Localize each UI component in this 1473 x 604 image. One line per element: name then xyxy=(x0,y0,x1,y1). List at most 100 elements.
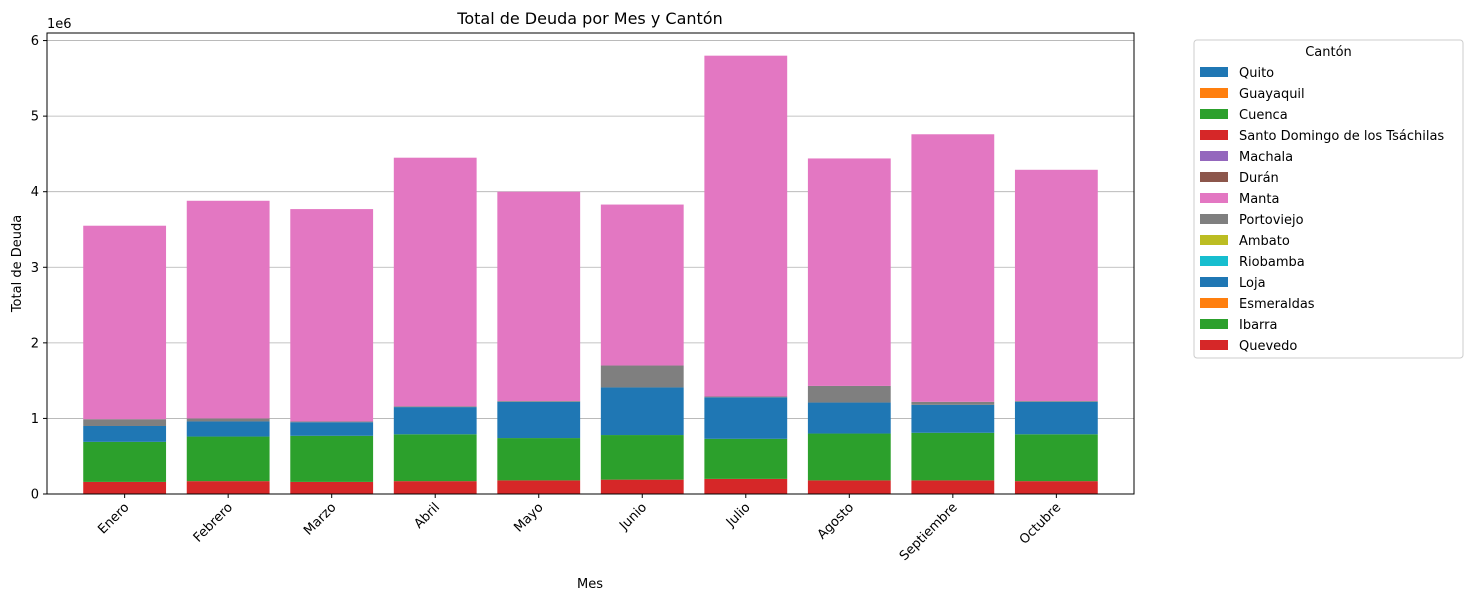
bar-segment-ibarra xyxy=(807,433,891,481)
bar-segment-loja xyxy=(497,401,581,439)
y-tick-label: 5 xyxy=(31,110,39,125)
plot-frame xyxy=(46,32,1135,495)
bar-segment-portoviejo xyxy=(600,365,684,388)
y-tick-label: 1 xyxy=(31,412,39,427)
legend-swatch xyxy=(1200,319,1228,329)
bar-segment-manta xyxy=(393,157,477,407)
y-tick-label: 4 xyxy=(31,185,39,200)
bar-segment-manta xyxy=(186,200,270,419)
legend-label: Manta xyxy=(1239,192,1280,207)
legend-swatch xyxy=(1200,67,1228,77)
legend-label: Cuenca xyxy=(1239,108,1288,123)
bar-segment-quevedo xyxy=(704,478,788,494)
legend-title: Cantón xyxy=(1305,45,1352,60)
legend-swatch xyxy=(1200,109,1228,119)
y-axis-ticks: 0 1 2 3 4 5 6 xyxy=(31,34,47,503)
bar-segment-manta xyxy=(704,55,788,397)
y-tick-label: 2 xyxy=(31,336,39,351)
bar-segment-quevedo xyxy=(393,481,477,494)
bar-segment-manta xyxy=(600,204,684,366)
bar-segment-quevedo xyxy=(807,480,891,494)
legend-swatch xyxy=(1200,214,1228,224)
bar-segment-loja xyxy=(704,397,788,439)
x-tick-label: Julio xyxy=(723,500,754,531)
bar-segment-loja xyxy=(186,421,270,437)
bar-segment-loja xyxy=(1014,401,1098,435)
x-tick-label: Agosto xyxy=(815,500,857,542)
x-tick-label: Junio xyxy=(616,500,650,534)
legend: Cantón Quito Guayaquil Cuenca Santo Domingo… xyxy=(1193,39,1464,359)
legend-swatch xyxy=(1200,151,1228,161)
y-tick-label: 6 xyxy=(31,34,39,49)
bar-segment-ibarra xyxy=(83,441,167,482)
bar-segment-quevedo xyxy=(600,479,684,494)
bar-segment-portoviejo xyxy=(393,406,477,408)
legend-swatch xyxy=(1200,256,1228,266)
legend-label: Esmeraldas xyxy=(1239,297,1315,312)
legend-label: Machala xyxy=(1239,150,1293,165)
bar-segment-loja xyxy=(600,387,684,436)
bar-segment-loja xyxy=(290,422,374,436)
y-tick-label: 0 xyxy=(31,488,39,503)
legend-swatch xyxy=(1200,172,1228,182)
x-tick-label: Septiembre xyxy=(897,500,961,564)
bar-segment-loja xyxy=(807,402,891,434)
y-axis-title: Total de Deuda xyxy=(10,215,25,313)
bar-segment-portoviejo xyxy=(807,385,891,403)
legend-label: Portoviejo xyxy=(1239,213,1304,228)
x-tick-label: Octubre xyxy=(1017,500,1064,547)
legend-label: Quevedo xyxy=(1239,339,1297,354)
bar-segment-portoviejo xyxy=(83,419,167,426)
bar-segment-manta xyxy=(497,191,581,402)
bar-segment-ibarra xyxy=(704,438,788,479)
x-tick-label: Febrero xyxy=(191,500,236,545)
legend-frame xyxy=(1193,39,1464,359)
x-tick-label: Abril xyxy=(411,500,443,532)
y-axis-offset-label: 1e6 xyxy=(47,17,72,32)
x-axis-title: Mes xyxy=(577,577,603,592)
legend-label: Ibarra xyxy=(1239,318,1277,333)
bar-segment-ibarra xyxy=(290,435,374,482)
bar-segment-portoviejo xyxy=(1014,401,1098,402)
legend-swatch xyxy=(1200,193,1228,203)
legend-label: Loja xyxy=(1239,276,1266,291)
legend-swatch xyxy=(1200,277,1228,287)
bar-segment-manta xyxy=(83,225,167,420)
bar-segment-ibarra xyxy=(186,436,270,482)
bar-segment-loja xyxy=(911,404,995,433)
bar-segment-portoviejo xyxy=(704,396,788,398)
legend-label: Ambato xyxy=(1239,234,1290,249)
bar-segment-ibarra xyxy=(393,434,477,482)
legend-swatch xyxy=(1200,130,1228,140)
bar-segment-quevedo xyxy=(911,480,995,494)
bar-segment-portoviejo xyxy=(911,401,995,405)
bar-segment-quevedo xyxy=(1014,481,1098,494)
bar-segment-ibarra xyxy=(911,432,995,481)
legend-label: Guayaquil xyxy=(1239,87,1305,102)
bar-segment-manta xyxy=(911,134,995,402)
bar-segment-manta xyxy=(1014,169,1098,402)
bars xyxy=(83,55,1098,494)
bar-segment-loja xyxy=(393,407,477,435)
legend-label: Durán xyxy=(1239,171,1279,186)
legend-swatch xyxy=(1200,340,1228,350)
bar-segment-loja xyxy=(83,425,167,442)
x-tick-label: Enero xyxy=(95,500,132,537)
y-tick-label: 3 xyxy=(31,261,39,276)
bar-segment-portoviejo xyxy=(497,401,581,402)
x-tick-label: Mayo xyxy=(511,500,546,535)
bar-segment-portoviejo xyxy=(186,418,270,422)
bar-segment-manta xyxy=(290,209,374,422)
bar-segment-quevedo xyxy=(83,481,167,494)
bar-segment-manta xyxy=(807,158,891,386)
bar-segment-ibarra xyxy=(497,438,581,481)
bar-segment-ibarra xyxy=(1014,434,1098,482)
legend-label: Riobamba xyxy=(1239,255,1305,270)
bar-segment-quevedo xyxy=(497,480,581,494)
x-tick-label: Marzo xyxy=(301,500,339,538)
legend-label: Quito xyxy=(1239,66,1274,81)
legend-swatch xyxy=(1200,298,1228,308)
bar-segment-portoviejo xyxy=(290,421,374,423)
